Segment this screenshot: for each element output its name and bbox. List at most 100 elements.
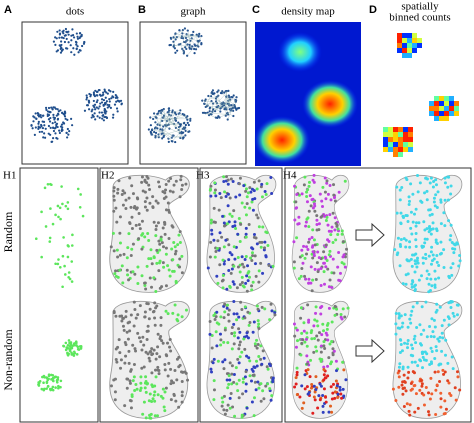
dot: [438, 252, 442, 256]
dot: [228, 396, 232, 400]
dot: [413, 334, 417, 338]
dot: [323, 176, 327, 180]
dot: [236, 107, 239, 110]
dot: [139, 386, 143, 390]
dot: [156, 345, 160, 349]
dot: [406, 346, 410, 350]
dot: [164, 284, 168, 288]
dot: [254, 388, 258, 392]
dot: [226, 192, 230, 196]
dot: [253, 344, 257, 348]
dot: [112, 198, 116, 202]
dot: [56, 108, 59, 111]
dot: [221, 400, 225, 404]
dot: [334, 359, 338, 363]
dot: [424, 252, 428, 256]
dot: [299, 353, 303, 357]
dot: [329, 233, 333, 237]
bin: [388, 142, 393, 147]
dot: [457, 264, 461, 268]
dot: [398, 362, 402, 366]
dot: [334, 379, 338, 383]
dot: [324, 265, 328, 269]
dot: [270, 394, 274, 398]
dot: [63, 115, 67, 118]
panel-letter: B: [138, 4, 146, 16]
dot: [59, 379, 63, 383]
dot: [37, 125, 40, 128]
dot: [248, 186, 252, 190]
dot: [34, 112, 37, 115]
dot: [236, 265, 240, 269]
dot: [271, 264, 275, 268]
dot: [343, 179, 347, 183]
dot: [305, 385, 309, 389]
dot: [252, 320, 256, 324]
dot: [148, 392, 152, 396]
dot: [133, 204, 137, 208]
dot: [127, 232, 131, 236]
dot: [235, 312, 239, 316]
dot: [92, 92, 96, 96]
dot: [305, 344, 309, 348]
dot: [238, 239, 242, 243]
dot: [333, 390, 337, 394]
dot: [321, 393, 325, 397]
dot: [167, 208, 171, 212]
dot: [144, 380, 148, 384]
dot: [321, 410, 325, 414]
dot: [443, 370, 447, 374]
dot: [54, 36, 57, 39]
dot: [154, 121, 157, 124]
dot: [193, 52, 196, 55]
dot: [429, 277, 433, 281]
dot: [443, 353, 447, 357]
dot: [83, 109, 87, 112]
dot: [255, 242, 259, 246]
dot: [124, 354, 128, 358]
dot: [120, 102, 123, 105]
dot: [212, 314, 216, 318]
dot: [103, 88, 106, 91]
dot: [113, 398, 117, 402]
bin: [403, 147, 408, 152]
dot: [109, 245, 113, 249]
dot: [163, 220, 167, 224]
dot: [59, 217, 62, 221]
dot: [264, 255, 268, 259]
dot: [342, 262, 346, 266]
dot: [63, 110, 67, 113]
dot: [118, 241, 122, 245]
dot: [251, 254, 255, 258]
dot: [215, 310, 219, 314]
hypothesis-label: H4: [283, 170, 297, 182]
panel-title: dots: [66, 6, 84, 18]
bin: [388, 132, 393, 137]
edge: [227, 113, 234, 117]
dot: [257, 269, 261, 273]
dot: [399, 211, 403, 215]
dot: [312, 395, 316, 399]
dot: [172, 269, 176, 273]
dot: [409, 210, 413, 214]
dot: [238, 176, 242, 180]
dot: [421, 261, 425, 265]
dot: [221, 278, 225, 282]
dot: [66, 201, 70, 204]
dot: [414, 207, 418, 211]
dot: [429, 376, 433, 380]
dot: [415, 258, 419, 262]
dot: [326, 338, 330, 342]
dot: [55, 114, 58, 117]
dot: [57, 215, 60, 219]
dot: [142, 400, 146, 404]
dot: [214, 249, 218, 253]
dot: [58, 131, 61, 135]
dot: [246, 271, 250, 275]
dot: [432, 196, 436, 200]
bin: [439, 111, 444, 116]
dot: [244, 281, 248, 285]
dot: [231, 224, 235, 228]
dot: [408, 413, 412, 417]
